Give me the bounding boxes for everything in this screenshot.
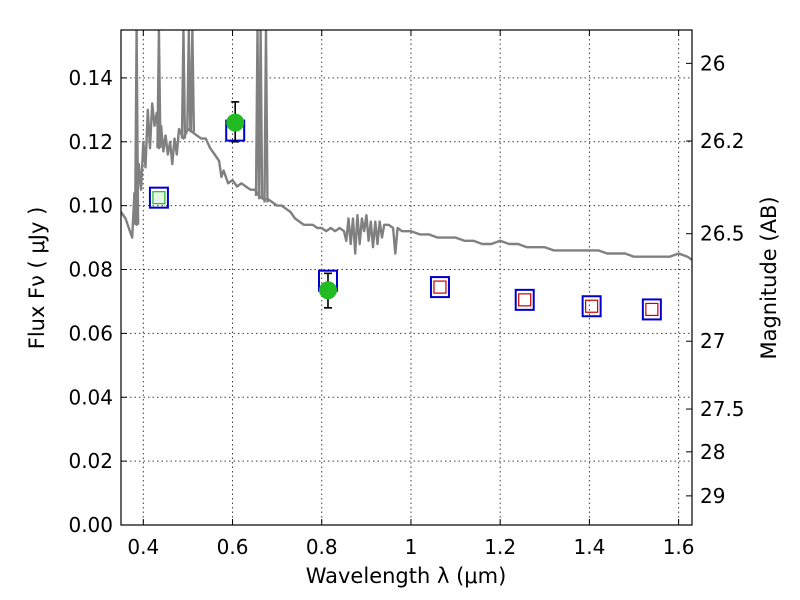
x-tick-label: 1.2 <box>484 535 516 559</box>
y-axis-label: Flux Fν ( μJy ) <box>25 207 49 350</box>
upper-limit-marker <box>152 191 166 205</box>
plot-frame <box>120 29 693 526</box>
emission-line <box>133 30 140 225</box>
emission-line <box>189 30 196 133</box>
model-photometry-point <box>581 295 602 318</box>
y-tick-labels: 0.00 0.02 0.04 0.06 0.08 0.10 0.12 0.14 <box>68 66 113 537</box>
x-tick-label: 1.4 <box>573 535 605 559</box>
magnitude-tick-label: 26.5 <box>700 222 745 246</box>
model-photometry-point <box>641 298 662 321</box>
upper-limit-marker <box>585 299 599 313</box>
y-tick-label: 0.06 <box>68 321 113 345</box>
magnitude-tick-label: 26 <box>700 51 725 75</box>
observed-point <box>226 113 245 132</box>
y-tick-label: 0.08 <box>68 258 113 282</box>
x-tick-label: 0.6 <box>217 535 249 559</box>
x-tick-label: 0.8 <box>306 535 338 559</box>
model-photometry-point <box>429 276 450 299</box>
x-tick-label: 1.6 <box>663 535 695 559</box>
emission-line <box>263 30 269 203</box>
upper-limit-marker <box>645 302 659 317</box>
y-tick-label: 0.02 <box>68 449 113 473</box>
magnitude-tick-label: 27 <box>700 329 725 353</box>
magnitude-axis-label: Magnitude (AB) <box>757 196 781 359</box>
y-tick-label: 0.00 <box>68 513 113 537</box>
grid <box>121 30 692 526</box>
plot-area <box>121 30 692 321</box>
magnitude-tick-label: 29 <box>700 484 725 508</box>
y-tick-label: 0.04 <box>68 385 113 409</box>
y-tick-label: 0.10 <box>68 194 113 218</box>
magnitude-tick-label: 28 <box>700 440 725 464</box>
x-tick-labels: 0.4 0.6 0.8 1 1.2 1.4 1.6 <box>127 535 694 559</box>
magnitude-tick-label: 27.5 <box>700 397 745 421</box>
emission-line <box>180 30 187 139</box>
model-photometry-point <box>148 186 169 209</box>
x-tick-label: 0.4 <box>127 535 159 559</box>
emission-line <box>186 30 192 130</box>
x-axis-label: Wavelength λ (μm) <box>306 564 507 588</box>
emission-line <box>257 30 264 200</box>
y-tick-label: 0.12 <box>68 130 113 154</box>
x-tick-label: 1 <box>405 535 418 559</box>
y-tick-label: 0.14 <box>68 66 113 90</box>
tick-marks <box>121 30 692 526</box>
emission-line <box>156 30 162 149</box>
magnitude-tick-label: 26.2 <box>700 129 745 153</box>
magnitude-tick-labels: 26 26.2 26.5 27 27.5 28 29 <box>700 51 745 508</box>
model-spectrum-line <box>121 102 692 261</box>
observed-point <box>318 281 337 300</box>
upper-limit-marker <box>518 293 532 307</box>
upper-limit-marker <box>433 280 447 294</box>
model-photometry-point <box>514 288 535 311</box>
